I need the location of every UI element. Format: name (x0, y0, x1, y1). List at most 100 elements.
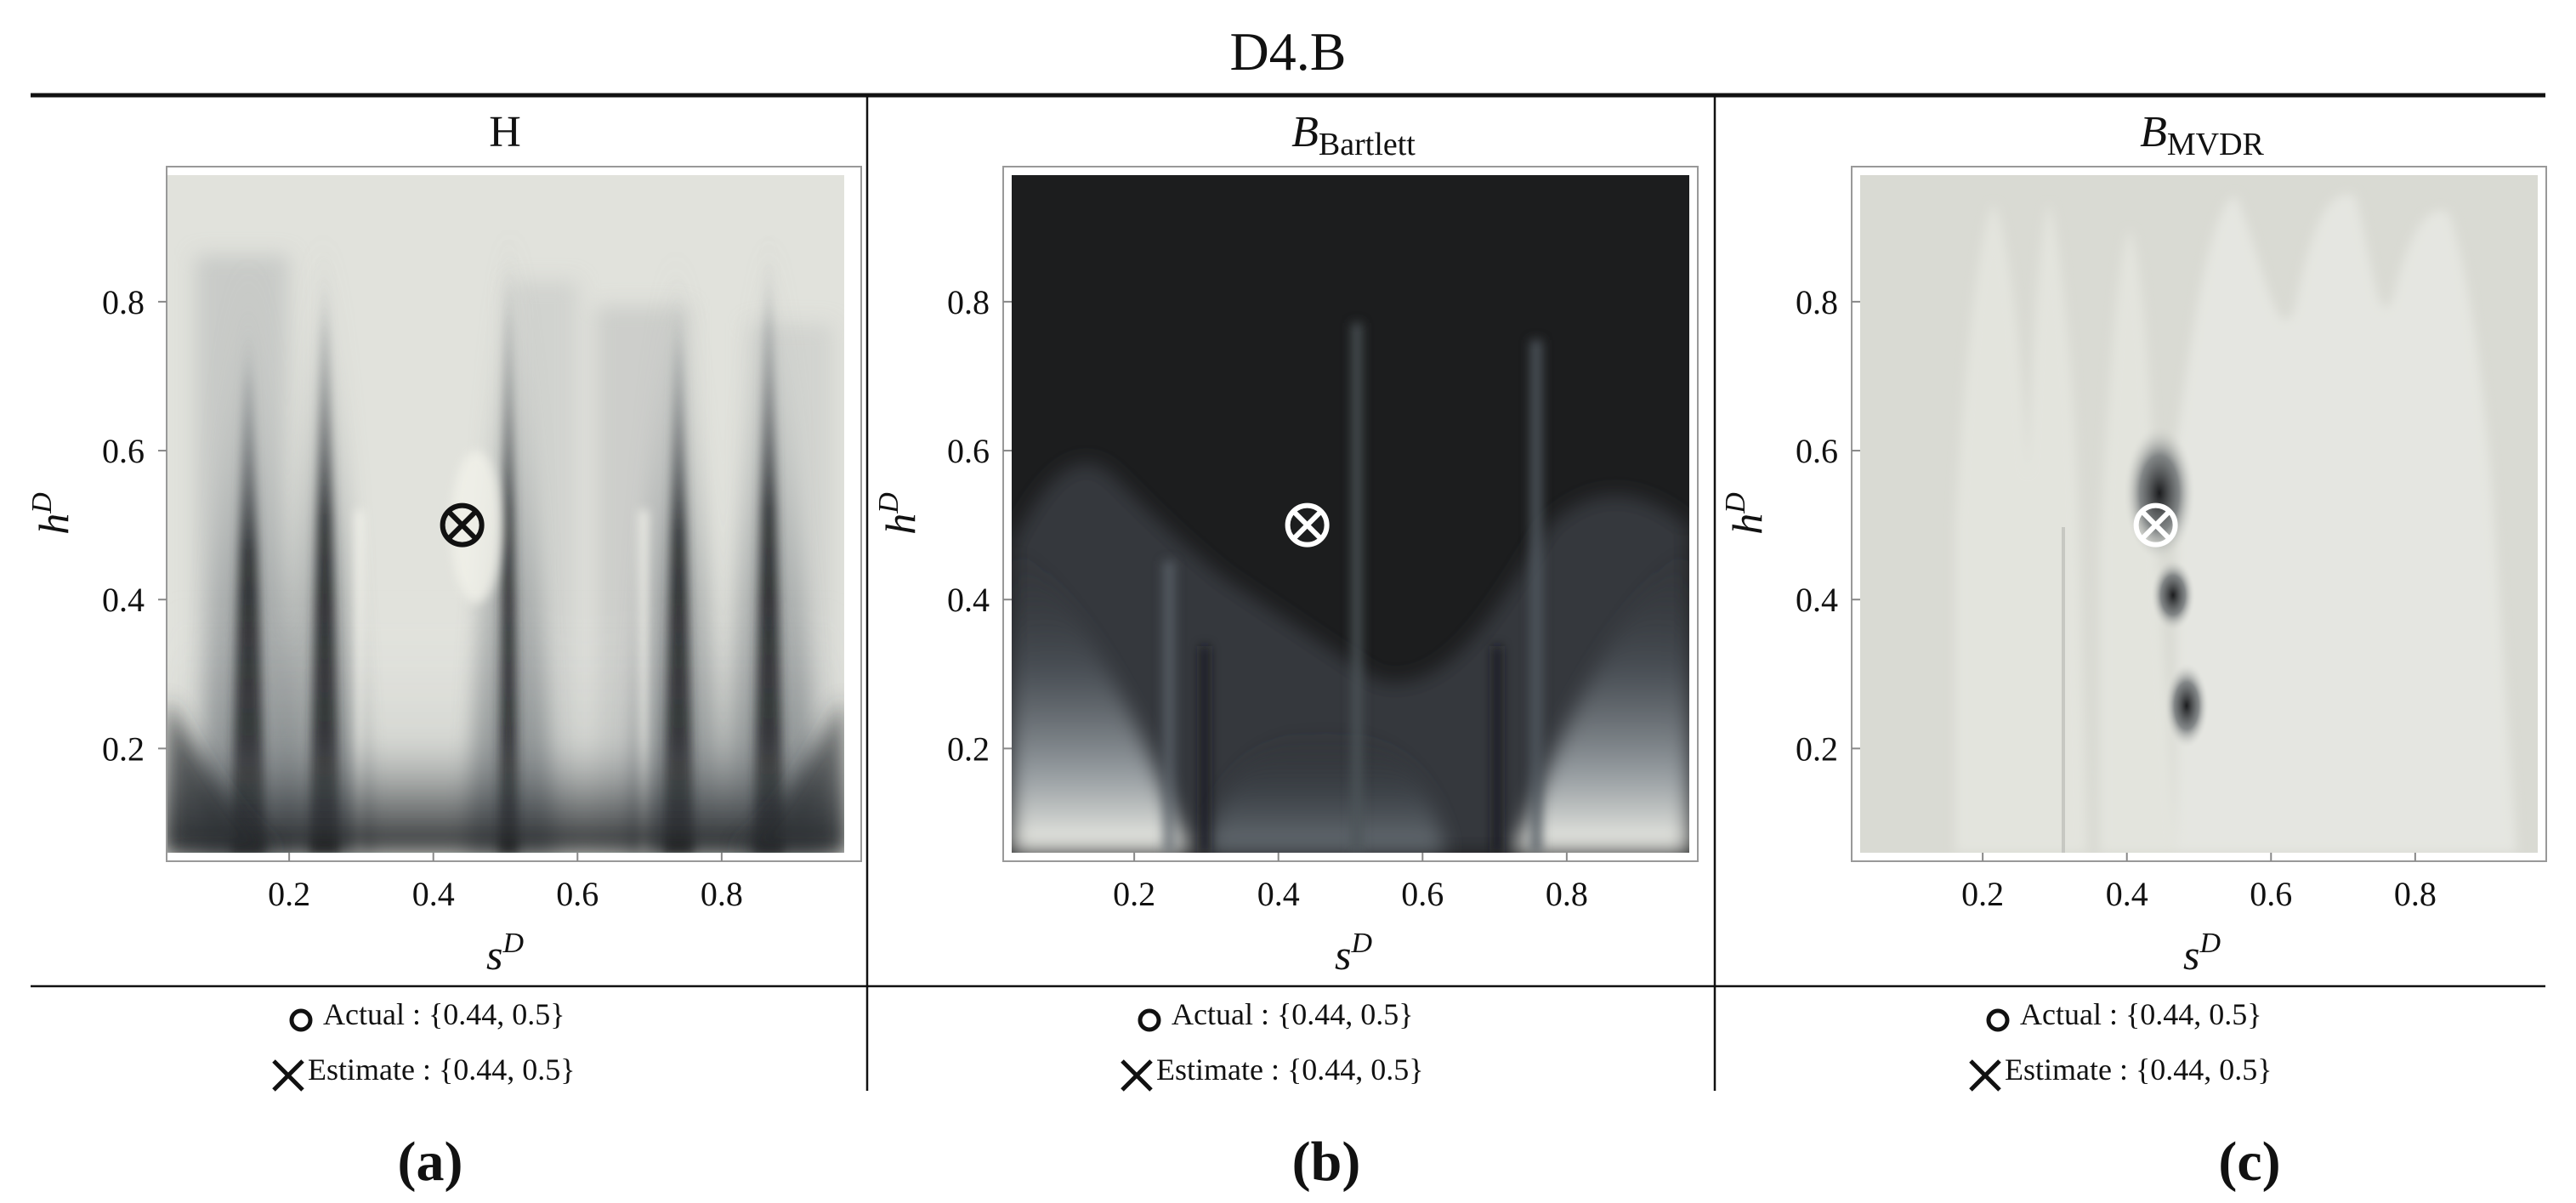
panel-b: 0.2 0.4 0.6 0.8 0.2 0.4 0.6 0.8 (947, 166, 1699, 913)
panel-c-title-sub: MVDR (2167, 127, 2265, 162)
panel-c-title-main: B (2140, 108, 2167, 156)
heatmap-b-glow (1012, 544, 1190, 853)
legend-c-actual-sep: : (2102, 997, 2125, 1031)
axes-a: 0.2 0.4 0.6 0.8 0.2 0.4 0.6 0.8 (102, 283, 743, 913)
markers-b (1285, 502, 1330, 548)
axes-c: 0.2 0.4 0.6 0.8 0.2 0.4 0.6 0.8 (1796, 283, 2437, 913)
legend-a-actual-value: {0.44, 0.5} (428, 997, 565, 1031)
y-tick-label: 0.2 (947, 729, 990, 768)
legend-c-actual-value: {0.44, 0.5} (2125, 997, 2262, 1031)
panel-letter-c: (c) (2218, 1131, 2280, 1193)
panel-b-title-main: B (1291, 108, 1319, 156)
x-tick-label: 0.6 (2250, 875, 2292, 913)
legend-b-estimate-label: Estimate (1156, 1053, 1263, 1087)
y-tick-label: 0.6 (102, 432, 145, 470)
x-tick-label: 0.6 (1401, 875, 1444, 913)
legend-b-estimate-value: {0.44, 0.5} (1287, 1053, 1424, 1087)
x-tick-label: 0.4 (2106, 875, 2148, 913)
panel-a: 0.2 0.4 0.6 0.8 0.2 0.4 0.6 0.8 (102, 166, 862, 913)
heatmap-c-spot (2124, 425, 2195, 561)
panel-c: 0.2 0.4 0.6 0.8 0.2 0.4 0.6 0.8 (1796, 166, 2547, 913)
x-tick-label: 0.8 (701, 875, 743, 913)
x-tick-label: 0.2 (268, 875, 310, 913)
y-tick-label: 0.6 (1796, 432, 1838, 470)
y-tick-label: 0.2 (1796, 729, 1838, 768)
y-tick-label: 0.8 (1796, 283, 1838, 321)
figure-title: D4.B (1230, 21, 1347, 82)
heatmap-b-streak (1530, 340, 1542, 853)
y-axis-label-a: hD (26, 492, 77, 535)
x-tick-label: 0.4 (412, 875, 455, 913)
plot-frame-a (166, 166, 862, 862)
actual-marker-legend-icon (1138, 1008, 1161, 1032)
legend-b-actual-value: {0.44, 0.5} (1277, 997, 1414, 1031)
panel-b-title-sub: Bartlett (1319, 127, 1416, 162)
actual-marker (1285, 502, 1330, 548)
y-axis-label-a-main: h (30, 514, 77, 535)
y-axis-label-c-sup: D (1720, 492, 1751, 514)
markers-c (2133, 502, 2178, 548)
heatmap-c-thin-line (2062, 527, 2065, 853)
x-axis-label-b-sup: D (1350, 928, 1372, 959)
y-tick-label: 0.6 (947, 432, 990, 470)
estimate-marker (1292, 510, 1322, 540)
panel-a-title: H (489, 108, 521, 156)
legend-a: Actual : {0.44, 0.5} Estimate : {0.44, 0… (272, 997, 576, 1092)
legend-c-actual-label: Actual (2020, 997, 2102, 1031)
x-tick-label: 0.8 (2394, 875, 2437, 913)
x-axis-label-c: sD (2183, 928, 2221, 979)
x-tick-label: 0.2 (1113, 875, 1155, 913)
legend-c: Actual : {0.44, 0.5} Estimate : {0.44, 0… (1969, 997, 2272, 1092)
x-tick-label: 0.8 (1546, 875, 1588, 913)
plot-frame-c (1851, 166, 2547, 862)
y-axis-label-c-main: h (1723, 514, 1771, 535)
x-axis-label-a-main: s (486, 931, 502, 979)
heatmap-a-bright-spot (451, 451, 502, 604)
panel-letter-b: (b) (1292, 1131, 1361, 1193)
x-axis-label-c-main: s (2183, 931, 2199, 979)
y-axis-label-b: hD (873, 492, 924, 535)
heatmap-a-bottom-shade (167, 595, 844, 853)
heatmap-b-streak (1352, 323, 1362, 853)
heatmap-b (1012, 175, 1689, 853)
actual-marker (2133, 502, 2178, 548)
heatmap-c-spot (2165, 663, 2209, 748)
x-tick-label: 0.2 (1961, 875, 2004, 913)
x-axis-label-c-sup: D (2199, 928, 2221, 959)
legend-b-actual: Actual : {0.44, 0.5} (1172, 997, 1414, 1031)
legend-c-estimate: Estimate : {0.44, 0.5} (2005, 1053, 2272, 1087)
heatmap-a (167, 175, 844, 853)
heatmap-b-streak (1163, 561, 1175, 853)
y-axis-label-a-sup: D (26, 492, 58, 514)
legend-c-estimate-label: Estimate (2005, 1053, 2112, 1087)
legend-c-estimate-sep: : (2112, 1053, 2136, 1087)
legend-a-estimate-sep: : (415, 1053, 439, 1087)
actual-marker-legend-icon (1986, 1008, 2010, 1032)
legend-c-actual: Actual : {0.44, 0.5} (2020, 997, 2262, 1031)
estimate-marker-legend-icon (272, 1059, 304, 1092)
x-tick-label: 0.6 (556, 875, 599, 913)
panel-a-title-main: H (489, 108, 521, 156)
y-tick-label: 0.4 (102, 581, 145, 619)
x-tick-label: 0.4 (1257, 875, 1300, 913)
panel-letter-a: (a) (398, 1131, 463, 1193)
heatmap-b-mid (1207, 731, 1445, 853)
heatmap-a-corner-shade (731, 697, 844, 853)
actual-marker-legend-icon (289, 1008, 313, 1032)
panel-b-title: BBartlett (1291, 108, 1416, 162)
y-tick-label: 0.2 (102, 729, 145, 768)
x-axis-label-a: sD (486, 928, 524, 979)
x-axis-label-b-main: s (1335, 931, 1351, 979)
y-axis-label-b-sup: D (873, 492, 905, 514)
legend-b: Actual : {0.44, 0.5} Estimate : {0.44, 0… (1121, 997, 1424, 1092)
plot-frame-b (1002, 166, 1699, 862)
legend-a-estimate-label: Estimate (308, 1053, 415, 1087)
panel-c-title: BMVDR (2140, 108, 2264, 162)
heatmap-b-glow (1513, 544, 1689, 853)
legend-c-estimate-value: {0.44, 0.5} (2136, 1053, 2272, 1087)
legend-a-actual-label: Actual (323, 997, 405, 1031)
heatmap-b-dark-line (1200, 646, 1209, 853)
legend-b-estimate: Estimate : {0.44, 0.5} (1156, 1053, 1424, 1087)
legend-a-estimate: Estimate : {0.44, 0.5} (308, 1053, 576, 1087)
